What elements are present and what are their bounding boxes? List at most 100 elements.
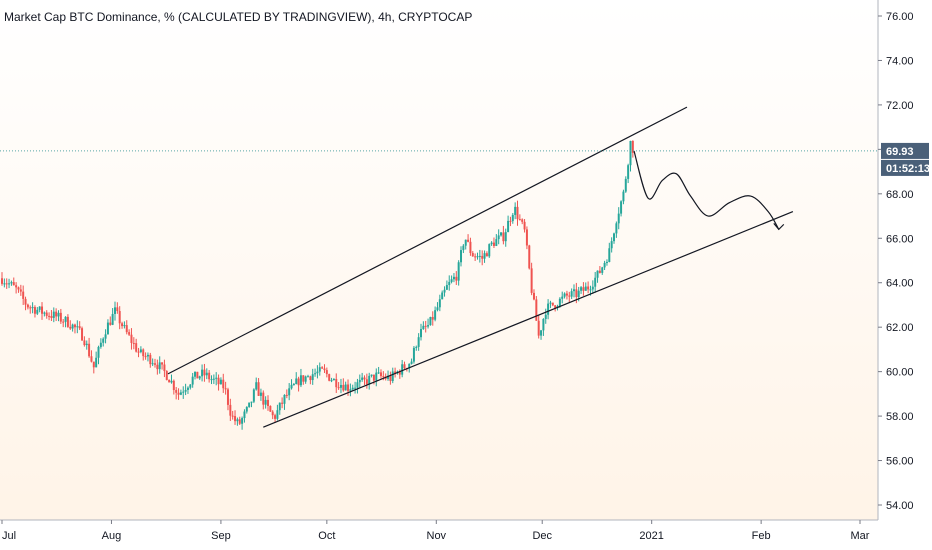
price-badge-value: 69.93 [886,146,914,158]
upper-channel-line [167,106,688,375]
y-tick-label: 56.00 [886,456,914,468]
candle-body [438,299,441,308]
candle-body [212,378,215,380]
candle-body [554,305,557,309]
candle-body [570,291,573,297]
candle-body [57,312,60,317]
y-tick-label: 76.00 [886,11,914,23]
candle-body [361,377,364,380]
candle-body [109,322,112,325]
candle-body [234,416,237,422]
candle-body [321,367,324,369]
candle-body [142,349,145,357]
candle-body [481,255,484,259]
candle-body [113,307,116,314]
candle-body [168,379,171,383]
candle-body [241,418,244,424]
candle-body [281,402,284,404]
candle-body [175,390,178,393]
candle-body [295,378,298,385]
candle-body [269,405,272,412]
candle-body [460,250,463,263]
x-tick-label: Nov [427,530,447,542]
candle-body [631,140,634,153]
candle-body [290,384,293,389]
candle-body [210,379,213,381]
candle-body [375,372,378,381]
candles-layer [1,140,634,430]
candle-body [97,346,100,358]
candle-body [95,357,98,368]
candle-body [490,242,493,245]
countdown-value: 01:52:13 [886,163,930,175]
candle-body [208,372,211,380]
candle-body [601,267,604,273]
candle-body [455,276,458,281]
candle-body [250,401,253,403]
candle-body [182,391,185,393]
candle-body [565,293,568,296]
candle-body [52,311,55,318]
candle-body [429,316,432,326]
candle-body [441,292,444,300]
candle-body [561,296,564,299]
candle-body [427,325,430,327]
y-tick-label: 60.00 [886,367,914,379]
candle-body [335,378,338,388]
candle-body [172,380,175,391]
candle-body [238,419,241,424]
candle-body [358,379,361,383]
candle-body [452,276,455,280]
candle-body [184,389,187,392]
candle-body [403,364,406,369]
candle-body [613,233,616,242]
candle-body [492,242,495,246]
candle-body [102,338,105,343]
candle-body [620,201,623,214]
candle-body [283,394,286,404]
candle-body [90,356,93,362]
candle-body [144,356,147,358]
candle-body [29,307,32,309]
candle-body [302,375,305,382]
candle-body [584,286,587,291]
candle-body [149,354,152,365]
candle-body [297,378,300,386]
candle-body [266,399,269,406]
candle-body [596,270,599,278]
candle-body [629,140,632,166]
candle-body [469,241,472,254]
candle-body [514,206,517,215]
candle-body [368,375,371,385]
candle-body [464,239,467,246]
candle-body [580,287,583,291]
candle-body [8,283,11,285]
candle-body [151,363,154,365]
candle-body [485,253,488,257]
candle-body [436,307,439,311]
candle-body [408,363,411,369]
candle-body [587,286,590,290]
candle-body [337,387,340,389]
candle-body [339,384,342,388]
candle-body [500,232,503,236]
candle-body [448,281,451,286]
candle-body [363,377,366,380]
candle-body [431,316,434,320]
candle-body [106,322,109,335]
candle-body [542,319,545,331]
candle-body [549,302,552,304]
candle-body [325,370,328,375]
candle-body [502,232,505,242]
candle-body [33,307,36,314]
candle-body [99,342,102,347]
candle-body [391,371,394,382]
candle-body [215,377,218,379]
candle-body [219,379,222,385]
candle-body [41,306,44,314]
candle-body [443,289,446,293]
candle-body [299,375,302,386]
candle-body [624,178,627,192]
